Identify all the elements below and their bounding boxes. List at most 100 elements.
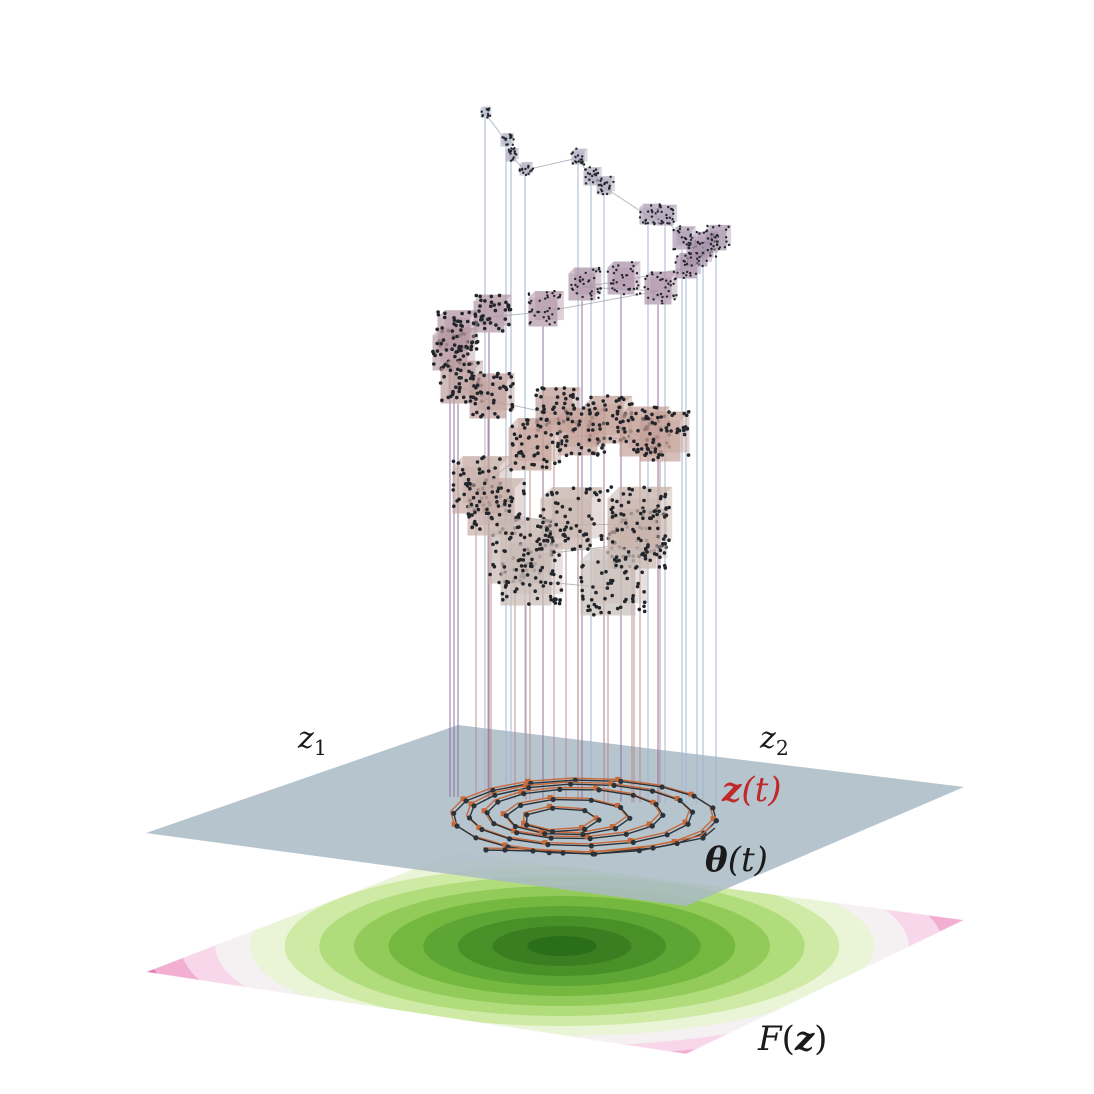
particle: [522, 426, 527, 430]
cube: [643, 270, 678, 305]
cube-top-face: [705, 224, 732, 230]
particle: [689, 274, 692, 277]
z-trajectory-tail: [482, 825, 713, 853]
particle: [548, 524, 552, 528]
particle: [718, 224, 721, 227]
particle: [623, 599, 627, 604]
particle: [584, 271, 587, 275]
particle: [663, 534, 668, 538]
particle: [579, 276, 582, 279]
particle: [467, 310, 472, 315]
particle: [546, 294, 549, 297]
particle: [678, 231, 681, 234]
particle: [642, 609, 647, 614]
objective-open-paren: (: [781, 1019, 795, 1059]
particle: [586, 547, 590, 551]
particle: [715, 240, 719, 243]
particle: [648, 431, 652, 436]
particle: [667, 205, 670, 209]
particle: [509, 375, 514, 379]
z-trajectory-point: [615, 803, 621, 808]
particle: [590, 517, 594, 521]
plane-trajectories: [449, 776, 719, 857]
particle: [466, 512, 471, 516]
cube: [558, 406, 607, 458]
particle: [558, 598, 562, 602]
particle: [716, 233, 719, 237]
particle: [630, 261, 634, 264]
particle: [521, 454, 526, 458]
particle: [609, 485, 614, 489]
cube: [672, 225, 697, 251]
particle: [571, 486, 576, 491]
particle: [471, 321, 476, 326]
particle: [660, 210, 663, 214]
particle: [667, 538, 671, 542]
particle: [560, 504, 565, 509]
particle: [593, 276, 596, 280]
particle: [498, 376, 503, 380]
particle: [603, 596, 607, 601]
particle: [491, 401, 496, 405]
theta-trajectory-point: [454, 823, 460, 829]
particle: [534, 393, 538, 398]
z-trajectory-point: [593, 815, 599, 821]
particle: [545, 538, 550, 543]
particle: [595, 437, 600, 441]
particle: [661, 277, 664, 281]
particle: [486, 116, 489, 119]
particle: [642, 485, 646, 490]
particle: [493, 412, 497, 416]
particle: [486, 317, 490, 322]
particle: [536, 451, 540, 456]
particle: [473, 401, 478, 406]
particle: [533, 314, 536, 317]
cube-top-face: [639, 203, 661, 208]
particle: [591, 401, 596, 405]
particle: [576, 285, 579, 288]
particle: [496, 415, 500, 419]
particle: [612, 557, 617, 562]
particle: [636, 428, 640, 433]
particle: [665, 213, 668, 217]
particle: [689, 233, 693, 236]
theta-trajectory-point: [491, 821, 497, 827]
particle: [612, 282, 615, 285]
particle: [609, 175, 612, 178]
z-trajectory-point: [627, 837, 633, 843]
particle: [475, 491, 480, 496]
particle: [613, 288, 616, 292]
particle: [593, 406, 597, 411]
z-trajectory-point: [646, 821, 652, 827]
particle: [582, 533, 586, 537]
particle: [611, 265, 615, 268]
particle: [612, 439, 617, 444]
particle: [678, 227, 682, 231]
particle: [587, 280, 590, 283]
particle: [612, 271, 616, 275]
particle: [513, 147, 516, 150]
particle: [506, 303, 511, 308]
particle: [539, 580, 543, 584]
particle: [550, 440, 555, 445]
particle: [651, 210, 654, 214]
particle: [595, 270, 598, 273]
particle: [603, 182, 606, 186]
particle: [672, 282, 675, 285]
particle: [601, 421, 606, 426]
particle: [606, 581, 610, 586]
z-trajectory-point: [523, 783, 529, 789]
particle: [682, 411, 686, 416]
particle: [475, 391, 480, 396]
particle: [509, 152, 512, 155]
particle: [442, 315, 447, 320]
particle: [557, 421, 561, 426]
particle: [622, 426, 626, 431]
particle: [631, 599, 635, 604]
particle: [661, 302, 664, 305]
particle: [619, 565, 624, 569]
cube-top-face: [440, 360, 484, 369]
particle: [702, 231, 706, 234]
particle: [632, 447, 636, 452]
particle: [551, 292, 554, 295]
